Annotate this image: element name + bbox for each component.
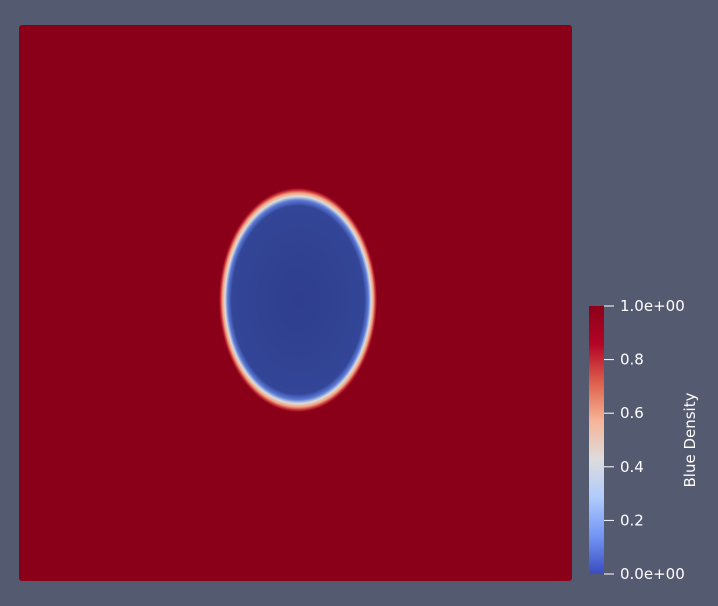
colorbar-tick-label: 0.2 [620,511,644,529]
colorbar-tick-label: 0.0e+00 [620,565,685,583]
low-density-blob [219,188,377,412]
colorbar [589,306,604,574]
colorbar-title: Blue Density [681,392,699,488]
colorbar-ticks: 1.0e+00 0.8 0.6 0.4 0.2 0.0e+00 [604,297,685,583]
colorbar-tick-label: 1.0e+00 [620,297,685,315]
colorbar-tick-label: 0.8 [620,351,644,369]
colorbar-tick-label: 0.4 [620,458,644,476]
color-legend: 1.0e+00 0.8 0.6 0.4 0.2 0.0e+00 [589,297,685,583]
colorbar-tick-label: 0.6 [620,404,644,422]
